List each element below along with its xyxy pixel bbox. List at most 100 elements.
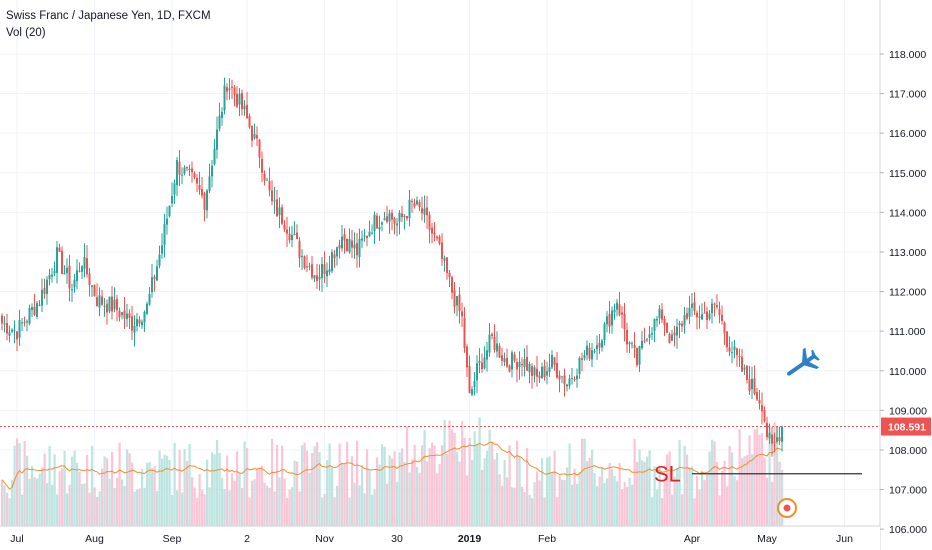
candle-body <box>268 180 271 191</box>
volume-bar <box>703 480 706 526</box>
stop-loss-label[interactable]: SL <box>654 462 681 487</box>
price-axis[interactable]: 106.000 107.000 108.000 109.000 110.000 111.0… <box>879 0 932 550</box>
candle-body <box>148 293 151 305</box>
candle-body <box>696 312 698 318</box>
volume-bar <box>588 458 591 526</box>
candle-body <box>43 287 46 294</box>
candle-body <box>438 236 441 244</box>
time-axis[interactable]: Jul Aug Sep 2 Nov 30 2019 Feb Apr May Jun <box>0 525 880 550</box>
drawing-annotations[interactable]: SL <box>0 345 880 518</box>
candle-body <box>63 272 66 275</box>
volume-bar <box>258 468 261 526</box>
volume-bar <box>466 475 469 526</box>
candle-body <box>603 323 606 341</box>
volume-bar <box>36 478 39 526</box>
volume-bar <box>768 425 771 526</box>
candle-body <box>158 254 161 266</box>
candle-body <box>711 303 713 314</box>
volume-bar <box>598 476 601 526</box>
volume-bar <box>481 469 484 526</box>
candle-body <box>548 367 551 372</box>
volume-bar <box>751 454 754 526</box>
candle-body <box>116 298 118 311</box>
candle-body <box>683 314 686 326</box>
candle-body <box>133 326 136 333</box>
candle-body <box>343 234 346 241</box>
candle-body <box>541 366 543 379</box>
candle-body <box>611 310 613 326</box>
candle-body <box>311 264 313 278</box>
candle-body <box>88 273 91 285</box>
time-tick-label: 30 <box>391 533 403 545</box>
volume-bar <box>278 477 281 526</box>
volume-bar <box>633 438 636 526</box>
volume-bar <box>201 489 204 526</box>
price-tick-label: 118.000 <box>889 49 926 61</box>
candle-body <box>318 276 321 280</box>
candle-body <box>251 125 253 141</box>
candle-body <box>593 351 596 353</box>
candle-body <box>466 346 468 368</box>
time-axis-bg <box>0 526 880 550</box>
candle-body <box>376 215 378 229</box>
candle-body <box>516 362 518 370</box>
price-tick-label: 116.000 <box>889 128 926 140</box>
candle-body <box>303 256 306 269</box>
candle-body <box>428 214 431 230</box>
volume-bar <box>548 456 551 526</box>
volume-bar <box>326 460 329 526</box>
volume-bar <box>253 479 256 526</box>
candle-body <box>13 329 16 331</box>
volume-bar <box>388 455 391 526</box>
candle-body <box>266 179 268 181</box>
candle-body <box>391 212 393 220</box>
volume-bar <box>176 490 179 526</box>
volume-bar <box>646 456 649 526</box>
candle-body <box>496 343 498 352</box>
candle-body <box>56 247 58 273</box>
volume-bar <box>116 477 119 526</box>
volume-bar <box>153 466 156 526</box>
candle-body <box>648 334 651 338</box>
volume-bar <box>458 461 461 526</box>
candle-body <box>748 378 751 391</box>
volume-bar <box>608 462 611 526</box>
candle-body <box>146 303 148 314</box>
candle-body <box>728 347 731 352</box>
candle-body <box>586 345 588 356</box>
candle-body <box>396 223 398 226</box>
candle-body <box>273 200 276 202</box>
airplane-icon[interactable] <box>780 345 823 385</box>
volume-bar <box>583 438 586 526</box>
candle-body <box>278 207 281 216</box>
volume-bar <box>616 481 619 526</box>
time-tick-label: 2019 <box>458 533 482 545</box>
volume-bar <box>226 455 229 526</box>
volume-bar <box>606 478 609 526</box>
volume-bar <box>553 450 556 526</box>
candle-body <box>606 316 608 325</box>
volume-bar <box>443 420 446 526</box>
volume-bar <box>406 426 409 526</box>
candle-body <box>36 303 38 317</box>
candle-body <box>118 310 121 318</box>
volume-bar <box>638 449 641 526</box>
candle-body <box>168 205 171 217</box>
volume-bar <box>71 456 74 526</box>
symbol-title[interactable]: Swiss Franc / Japanese Yen, 1D, FXCM <box>6 10 211 22</box>
volume-bar <box>118 442 121 526</box>
volume-bar <box>531 498 534 526</box>
volume-bar <box>333 497 336 526</box>
price-tick-label: 110.000 <box>889 366 926 378</box>
candle-body <box>348 238 351 253</box>
volume-bar <box>43 453 46 526</box>
volume-bar <box>3 485 6 526</box>
volume-indicator-label[interactable]: Vol (20) <box>6 27 46 39</box>
candle-body <box>751 378 753 390</box>
record-icon[interactable] <box>777 498 797 518</box>
candle-body <box>166 218 168 225</box>
candle-body <box>451 277 453 293</box>
candle-body <box>708 313 711 319</box>
candle-body <box>733 346 736 351</box>
